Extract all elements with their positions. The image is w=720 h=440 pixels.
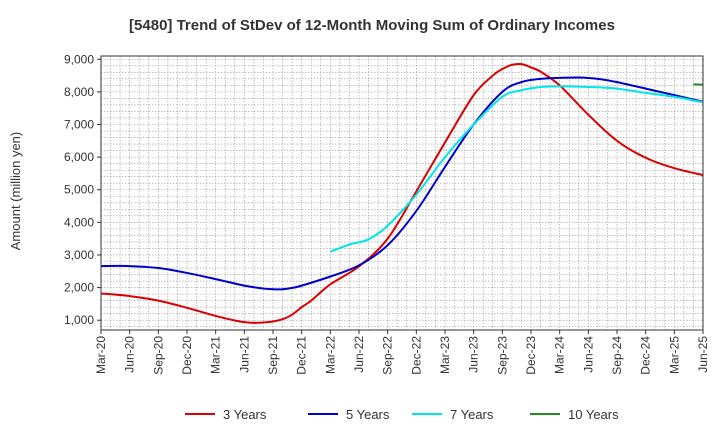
- x-tick-label: Sep-22: [381, 336, 395, 375]
- x-tick-label: Mar-21: [209, 336, 223, 374]
- x-tick-label: Sep-21: [266, 336, 280, 375]
- y-tick-label: 8,000: [64, 85, 94, 99]
- x-tick-label: Sep-23: [495, 336, 509, 375]
- y-tick-label: 2,000: [64, 281, 94, 295]
- series-line-5-years: [100, 76, 704, 291]
- x-tick-label: Jun-20: [123, 336, 137, 373]
- x-tick-label: Dec-23: [524, 336, 538, 375]
- y-tick-label: 9,000: [64, 52, 94, 66]
- y-axis: 1,000 2,000 3,000 4,000 5,000 6,000 7,000 8,000…: [64, 52, 101, 327]
- x-tick-label: Jun-24: [581, 336, 595, 373]
- x-tick-label: Mar-20: [94, 336, 108, 374]
- y-tick-label: 5,000: [64, 183, 94, 197]
- plot-area: [101, 56, 703, 330]
- x-tick-label: Dec-20: [180, 336, 194, 375]
- y-axis-label: Amount (million yen): [8, 132, 23, 251]
- grid: [101, 56, 703, 330]
- plot-frame: [100, 55, 704, 331]
- y-tick-label: 1,000: [64, 313, 94, 327]
- x-tick-label: Dec-24: [639, 336, 653, 375]
- x-tick-label: Sep-20: [151, 336, 165, 375]
- x-tick-label: Mar-24: [553, 336, 567, 374]
- y-tick-label: 4,000: [64, 215, 94, 229]
- x-tick-label: Dec-21: [295, 336, 309, 375]
- x-tick-label: Jun-23: [467, 336, 481, 373]
- y-tick-label: 7,000: [64, 118, 94, 132]
- y-tick-label: 3,000: [64, 248, 94, 262]
- series-layer: [100, 62, 704, 324]
- legend-label-7-years: 7 Years: [450, 407, 494, 422]
- x-tick-label: Jun-21: [237, 336, 251, 373]
- series-line-3-years: [100, 62, 704, 324]
- chart-title: [5480] Trend of StDev of 12-Month Moving…: [129, 17, 615, 34]
- legend-label-10-years: 10 Years: [568, 407, 619, 422]
- x-tick-label: Dec-22: [409, 336, 423, 375]
- legend-label-5-years: 5 Years: [346, 407, 390, 422]
- x-tick-label: Mar-23: [438, 336, 452, 374]
- x-axis: Mar-20 Jun-20 Sep-20 Dec-20 Mar-21 Jun-21 Sep-…: [94, 330, 710, 375]
- legend: 3 Years 5 Years 7 Years 10 Years: [185, 407, 619, 422]
- x-tick-label: Mar-25: [667, 336, 681, 374]
- x-tick-label: Jun-22: [352, 336, 366, 373]
- series-line-7-years: [329, 85, 704, 253]
- x-tick-label: Jun-25: [696, 336, 710, 373]
- x-tick-label: Sep-24: [610, 336, 624, 375]
- y-tick-label: 6,000: [64, 150, 94, 164]
- x-tick-label: Mar-22: [323, 336, 337, 374]
- legend-label-3-years: 3 Years: [223, 407, 267, 422]
